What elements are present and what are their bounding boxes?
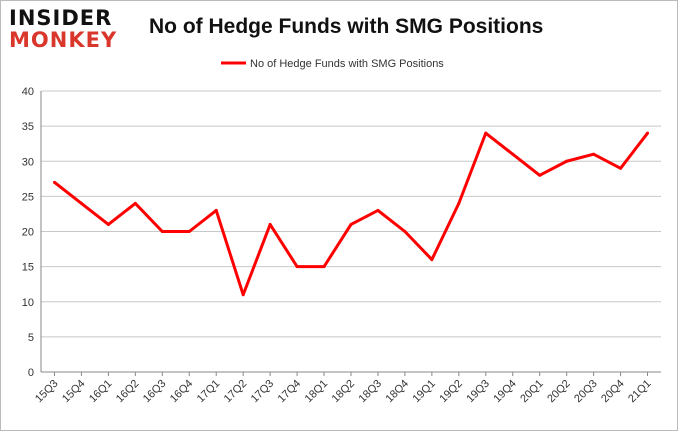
x-tick-label: 20Q2 xyxy=(545,378,573,406)
x-tick-label: 19Q2 xyxy=(437,378,465,406)
x-tick-label: 18Q1 xyxy=(303,378,331,406)
x-tick-label: 19Q1 xyxy=(410,378,438,406)
data-point xyxy=(619,166,623,170)
data-point xyxy=(295,265,299,269)
data-point xyxy=(52,180,56,184)
y-tick-label: 5 xyxy=(28,332,34,344)
data-point xyxy=(457,201,461,205)
y-tick-label: 25 xyxy=(22,191,34,203)
x-tick-label: 20Q4 xyxy=(599,378,627,406)
y-tick-label: 35 xyxy=(22,121,34,133)
data-point xyxy=(565,159,569,163)
x-tick-label: 15Q3 xyxy=(33,378,61,406)
x-tick-label: 19Q3 xyxy=(464,378,492,406)
data-point xyxy=(430,258,434,262)
data-point xyxy=(349,222,353,226)
x-tick-label: 17Q3 xyxy=(249,378,277,406)
data-point xyxy=(79,201,83,205)
x-tick-label: 16Q3 xyxy=(141,378,169,406)
y-tick-label: 0 xyxy=(28,367,34,379)
x-tick-label: 17Q1 xyxy=(195,378,223,406)
y-tick-label: 10 xyxy=(22,297,34,309)
data-point xyxy=(133,201,137,205)
logo-line-2: MONKEY xyxy=(9,28,118,52)
data-point xyxy=(322,265,326,269)
legend-label: No of Hedge Funds with SMG Positions xyxy=(250,58,444,70)
data-point xyxy=(214,208,218,212)
x-tick-label: 19Q4 xyxy=(491,378,519,406)
logo-line-1: INSIDER xyxy=(9,6,113,30)
data-point xyxy=(268,222,272,226)
x-tick-label: 17Q2 xyxy=(222,378,250,406)
x-tick-label: 16Q1 xyxy=(87,378,115,406)
data-point xyxy=(538,173,542,177)
data-point xyxy=(376,208,380,212)
series-line xyxy=(53,131,649,297)
insider-monkey-logo: INSIDER MONKEY xyxy=(9,7,117,51)
y-tick-label: 40 xyxy=(22,86,34,98)
x-tick-label: 17Q4 xyxy=(276,378,304,406)
data-point xyxy=(646,131,650,135)
data-point xyxy=(403,230,407,233)
x-tick-label: 18Q4 xyxy=(384,378,412,406)
x-tick-label: 20Q3 xyxy=(572,378,600,406)
data-point xyxy=(106,222,110,226)
x-tick-label: 21Q1 xyxy=(626,378,654,406)
y-tick-label: 30 xyxy=(22,156,34,168)
x-tick-label: 16Q4 xyxy=(168,378,196,406)
data-point xyxy=(241,293,245,297)
x-tick-label: 18Q2 xyxy=(330,378,358,406)
data-point xyxy=(160,230,164,233)
x-tick-label: 16Q2 xyxy=(114,378,142,406)
x-tick-label: 15Q4 xyxy=(60,378,88,406)
chart-title: No of Hedge Funds with SMG Positions xyxy=(149,15,544,38)
x-tick-label: 18Q3 xyxy=(357,378,385,406)
data-point xyxy=(187,230,191,233)
y-tick-label: 20 xyxy=(22,227,34,239)
x-tick-label: 20Q1 xyxy=(518,378,546,406)
y-tick-label: 15 xyxy=(22,262,34,274)
data-point xyxy=(592,152,596,156)
data-point xyxy=(511,152,515,156)
data-point xyxy=(484,131,488,135)
